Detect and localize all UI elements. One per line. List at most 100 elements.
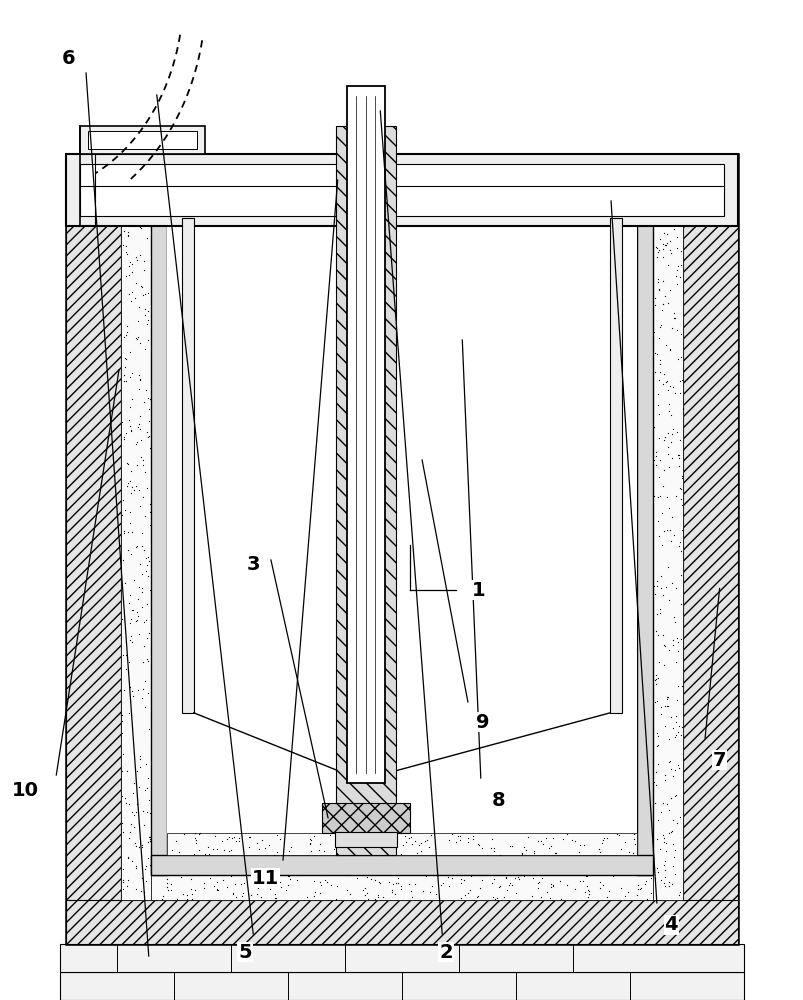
Point xyxy=(499,870,512,886)
Point xyxy=(142,568,155,584)
Point xyxy=(544,879,556,895)
Point xyxy=(662,642,675,658)
Point xyxy=(657,462,670,478)
Point xyxy=(515,845,528,861)
Point xyxy=(656,827,669,843)
Point xyxy=(520,842,532,858)
Point xyxy=(660,295,673,311)
Point xyxy=(673,884,686,900)
Point xyxy=(141,804,153,820)
Point xyxy=(133,335,146,351)
Point xyxy=(663,378,676,394)
Point xyxy=(315,877,328,893)
Point xyxy=(117,552,130,568)
Point xyxy=(613,841,626,857)
Point xyxy=(137,489,149,505)
Point xyxy=(137,681,149,697)
Point xyxy=(662,874,675,890)
Point xyxy=(136,690,149,706)
Point xyxy=(122,595,135,611)
Point xyxy=(129,275,142,291)
Point xyxy=(126,256,139,272)
Point xyxy=(129,184,142,200)
Point xyxy=(373,875,385,891)
Point xyxy=(517,839,530,855)
Point xyxy=(592,841,605,857)
Point xyxy=(218,842,230,858)
Point xyxy=(658,869,671,885)
Point xyxy=(626,845,639,861)
Point xyxy=(134,201,147,217)
Point xyxy=(581,882,593,898)
Point xyxy=(129,330,142,346)
Point xyxy=(651,281,664,297)
Point xyxy=(670,155,683,171)
Point xyxy=(648,297,661,313)
Point xyxy=(672,450,685,466)
Point xyxy=(137,817,150,833)
Point xyxy=(412,837,425,853)
Point xyxy=(225,830,238,846)
Point xyxy=(526,870,539,886)
Point xyxy=(132,156,145,172)
Point xyxy=(135,883,148,899)
Point xyxy=(618,834,631,850)
Point xyxy=(140,480,153,496)
Bar xyxy=(151,855,652,875)
Point xyxy=(132,367,145,383)
Point xyxy=(652,528,665,544)
Point xyxy=(667,788,680,804)
Point xyxy=(654,706,666,722)
Point xyxy=(658,237,671,253)
Point xyxy=(664,575,677,591)
Point xyxy=(675,719,687,735)
Point xyxy=(648,345,661,361)
Point xyxy=(221,831,234,847)
Point xyxy=(270,844,283,860)
Point xyxy=(347,843,360,859)
Point xyxy=(235,888,248,904)
Point xyxy=(140,873,153,889)
Point xyxy=(666,609,679,625)
Text: 8: 8 xyxy=(491,790,504,810)
Point xyxy=(137,638,150,654)
Point xyxy=(139,673,152,689)
Point xyxy=(652,488,665,504)
Point xyxy=(657,637,670,653)
Point xyxy=(118,223,131,239)
Point xyxy=(601,883,614,899)
Point xyxy=(659,796,672,812)
Point xyxy=(185,871,198,887)
Point xyxy=(493,878,506,894)
Point xyxy=(654,505,667,521)
Point xyxy=(133,408,146,424)
Point xyxy=(667,842,680,858)
Point xyxy=(141,557,153,573)
Point xyxy=(124,344,137,360)
Point xyxy=(132,579,145,595)
Point xyxy=(661,439,674,455)
Point xyxy=(658,718,671,734)
Point xyxy=(606,868,619,884)
Point xyxy=(471,889,483,905)
Point xyxy=(123,399,136,415)
Point xyxy=(282,877,295,893)
Point xyxy=(116,881,128,897)
Bar xyxy=(609,218,622,713)
Point xyxy=(224,842,237,858)
Point xyxy=(132,173,145,189)
Point xyxy=(124,369,137,385)
Point xyxy=(663,233,676,249)
Text: 7: 7 xyxy=(712,750,725,770)
Point xyxy=(661,425,674,441)
Point xyxy=(129,804,142,820)
Point xyxy=(410,845,423,861)
Point xyxy=(377,835,389,851)
Point xyxy=(143,792,156,808)
Point xyxy=(116,874,129,890)
Point xyxy=(650,831,662,847)
Point xyxy=(141,630,153,646)
Bar xyxy=(167,833,636,855)
Point xyxy=(488,891,501,907)
Point xyxy=(663,434,676,450)
